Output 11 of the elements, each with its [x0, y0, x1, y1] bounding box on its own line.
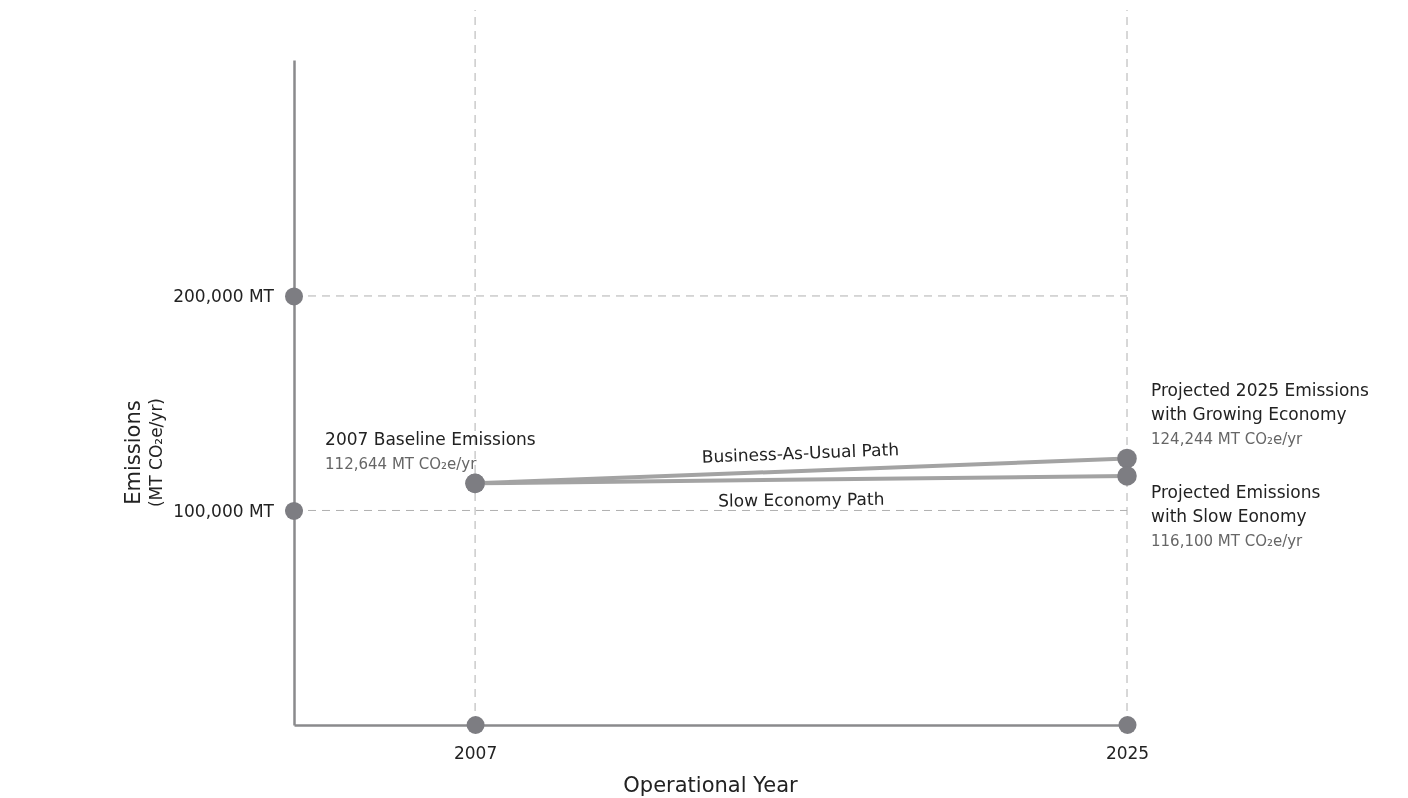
y-axis-title: Emissions (MT CO₂e/yr) [121, 397, 166, 508]
x-axis-title: Operational Year [623, 773, 799, 797]
y-tick-label: 100,000 MT [173, 500, 275, 521]
annotation: 2007 Baseline Emissions 112,644 MT CO₂e/yr [325, 429, 536, 474]
text: Projected Emissions with Slow Eonomy 116,100 MT CO₂e/yr [1151, 481, 1321, 550]
series-label: Business-As-Usual Path [701, 439, 900, 467]
text: Projected 2025 Emissions with Growing Economy 124,244 MT CO₂e/yr [1151, 380, 1370, 449]
x-tick-label: 2025 [1105, 743, 1150, 764]
y-tick-label: 200,000 MT [173, 286, 275, 307]
series-label: Slow Economy Path [718, 488, 885, 511]
x-tick-label: 2007 [453, 743, 498, 764]
